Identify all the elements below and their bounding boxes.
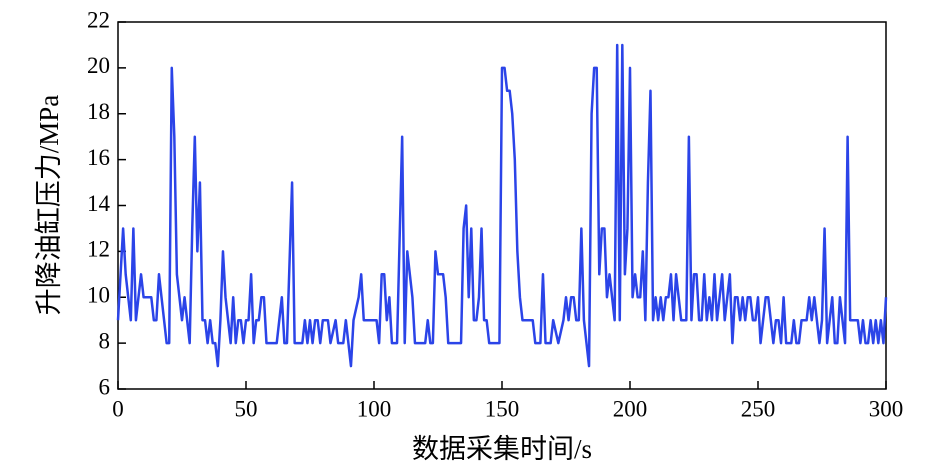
x-tick-label: 150 (485, 396, 520, 421)
data-line (116, 43, 888, 368)
y-tick-label: 22 (87, 7, 110, 32)
y-tick-label: 10 (87, 283, 110, 308)
x-tick-label: 300 (869, 396, 904, 421)
x-tick-label: 200 (613, 396, 648, 421)
y-tick-label: 12 (87, 237, 110, 262)
x-tick-label: 0 (112, 396, 124, 421)
y-tick-label: 16 (87, 145, 110, 170)
y-tick-label: 6 (99, 374, 111, 399)
x-tick-label: 250 (741, 396, 776, 421)
y-tick-label: 18 (87, 99, 110, 124)
x-axis-label: 数据采集时间/s (412, 434, 592, 464)
y-axis-label: 升降油缸压力/MPa (34, 95, 64, 316)
y-tick-label: 20 (87, 53, 110, 78)
y-tick-label: 14 (87, 191, 111, 216)
y-tick-label: 8 (99, 328, 111, 353)
x-tick-label: 100 (357, 396, 392, 421)
x-tick-label: 50 (235, 396, 258, 421)
